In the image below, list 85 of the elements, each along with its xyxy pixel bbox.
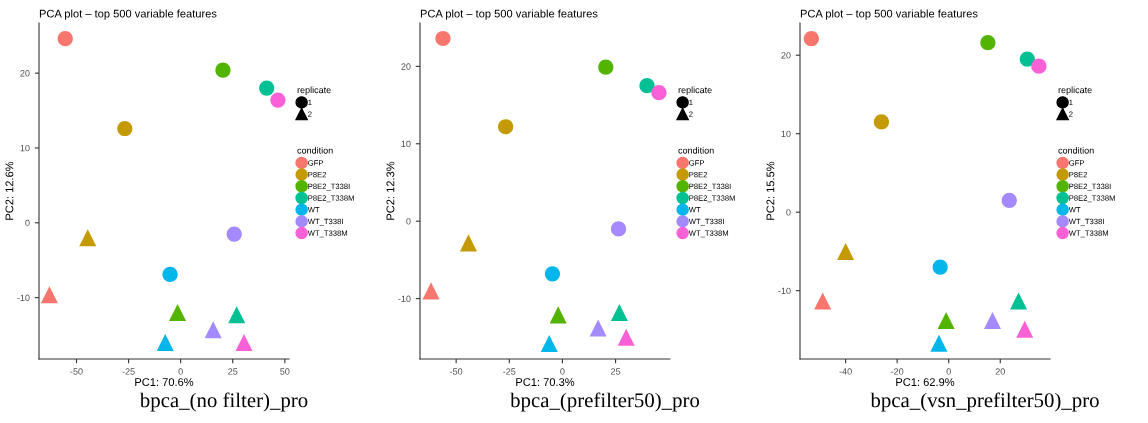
- y-axis-title: PC2: 15.5%: [766, 161, 775, 220]
- point: [79, 229, 97, 247]
- y-tick-label: 0: [786, 209, 791, 216]
- point: [459, 234, 477, 252]
- point: [873, 114, 890, 130]
- legend-title: condition: [678, 147, 714, 154]
- point: [932, 259, 948, 275]
- point: [610, 304, 628, 322]
- text: replicate: [1058, 86, 1092, 95]
- point: [1016, 320, 1034, 338]
- point: [169, 304, 187, 322]
- y-tick-label: 0: [406, 218, 411, 225]
- point: [837, 242, 855, 260]
- point: [803, 31, 819, 47]
- x-tick-label: 25: [228, 368, 238, 375]
- x-tick-label: -50: [450, 368, 463, 375]
- legend-title: condition: [1058, 147, 1094, 154]
- point: [651, 85, 667, 101]
- y-tick-label: 10: [20, 144, 30, 152]
- point: [1031, 58, 1047, 74]
- x-tick-label: -25: [122, 368, 135, 375]
- y-tick-label: -10: [17, 294, 30, 301]
- x-tick-label: -40: [839, 368, 852, 375]
- text: replicate: [297, 86, 331, 95]
- text: bpca_(vsn_prefilter50)_pro: [870, 392, 1099, 412]
- point: [498, 119, 514, 135]
- x-tick-label: 50: [280, 368, 290, 375]
- point: [639, 78, 655, 94]
- y-axis-title: PC2: 12.6%: [5, 161, 14, 220]
- point: [215, 62, 231, 78]
- point: [435, 30, 451, 47]
- x-axis-title: PC1: 62.9%: [896, 378, 955, 386]
- point: [617, 328, 635, 346]
- y-tick-label: 20: [20, 70, 30, 77]
- point: [40, 286, 58, 304]
- point: [549, 306, 567, 324]
- point: [156, 334, 174, 352]
- x-tick-label: -25: [503, 368, 516, 375]
- point: [226, 226, 242, 242]
- point: [259, 80, 275, 96]
- point: [1001, 192, 1017, 209]
- chart-title: PCA plot – top 500 variable features: [800, 9, 978, 20]
- point: [204, 321, 222, 339]
- x-tick-label: 25: [611, 368, 621, 375]
- y-tick-label: -10: [398, 295, 411, 302]
- point: [1010, 292, 1028, 310]
- y-tick-label: 0: [25, 219, 30, 227]
- y-tick-label: -10: [778, 287, 791, 295]
- x-axis-title: PC1: 70.6%: [135, 378, 194, 386]
- point: [117, 120, 133, 137]
- y-tick-label: 20: [781, 52, 791, 59]
- x-tick-label: 20: [995, 368, 1005, 375]
- point: [235, 334, 253, 352]
- point: [937, 312, 955, 330]
- x-tick-label: -20: [891, 368, 904, 375]
- point: [270, 92, 286, 108]
- chart-title: PCA plot – top 500 variable features: [39, 9, 217, 20]
- point: [814, 292, 832, 310]
- x-tick-label: -50: [70, 368, 83, 375]
- x-tick-label: 0: [560, 368, 565, 375]
- point: [228, 306, 246, 324]
- text: bpca_(prefilter50)_pro: [510, 392, 700, 412]
- y-axis-title: PC2: 12.3%: [386, 161, 395, 220]
- point: [162, 266, 178, 283]
- y-tick-label: 20: [401, 63, 411, 70]
- x-tick-label: 0: [946, 368, 951, 375]
- text: replicate: [678, 86, 712, 95]
- x-axis-title: PC1: 70.3%: [516, 378, 575, 386]
- point: [1019, 51, 1035, 67]
- point: [422, 282, 440, 300]
- legend-title: condition: [297, 147, 333, 154]
- point: [930, 334, 948, 352]
- point: [57, 31, 73, 47]
- point: [540, 335, 558, 353]
- point: [544, 266, 561, 282]
- y-tick-label: 10: [781, 130, 791, 138]
- point: [589, 319, 607, 337]
- point: [598, 59, 614, 75]
- text: bpca_(no filter)_pro: [139, 392, 308, 412]
- chart-title: PCA plot – top 500 variable features: [420, 9, 598, 20]
- point: [984, 312, 1002, 330]
- point: [980, 35, 996, 51]
- x-tick-label: 0: [178, 368, 183, 375]
- point: [610, 221, 627, 237]
- y-tick-label: 10: [401, 140, 411, 148]
